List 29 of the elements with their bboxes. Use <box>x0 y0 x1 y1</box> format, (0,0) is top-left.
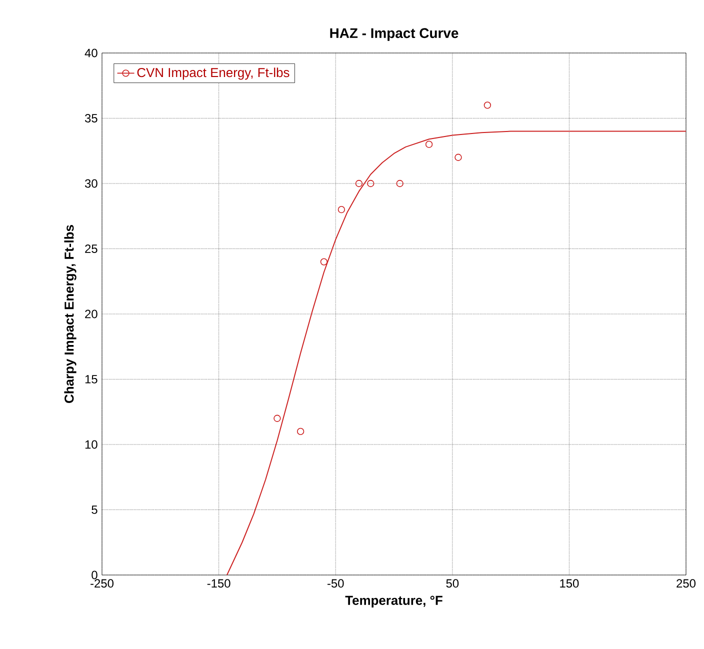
legend-label: CVN Impact Energy, Ft-lbs <box>137 68 290 80</box>
x-tick-label: 50 <box>446 579 459 588</box>
point <box>274 414 281 422</box>
y-tick-label: 5 <box>92 506 98 514</box>
y-tick-label: 30 <box>84 179 98 188</box>
point <box>396 180 404 188</box>
point <box>484 102 492 109</box>
y-tick-label: 25 <box>85 244 98 253</box>
point <box>425 140 433 148</box>
point <box>454 154 462 161</box>
y-axis-title: Charpy Impact Energy, Ft-lbs <box>64 225 76 403</box>
point <box>367 180 374 188</box>
y-tick-label: 10 <box>85 440 98 449</box>
x-tick-label: 150 <box>560 579 579 588</box>
x-tick-label: 250 <box>676 579 696 588</box>
chart-title: HAZ - Impact Curve <box>330 28 458 41</box>
point <box>320 258 328 266</box>
x-tick-label: -150 <box>207 579 230 588</box>
y-tick-label: 20 <box>85 310 98 318</box>
point <box>355 180 363 188</box>
x-tick-label: -250 <box>90 579 114 588</box>
point <box>296 428 304 436</box>
y-tick-label: 40 <box>84 48 98 58</box>
y-tick-label: 35 <box>84 114 98 122</box>
x-axis-title: Temperature, °F <box>345 596 442 608</box>
point <box>338 206 346 214</box>
y-tick-label: 15 <box>85 375 98 384</box>
y-tick-label: 0 <box>92 570 98 580</box>
x-tick-label: -50 <box>327 579 344 588</box>
